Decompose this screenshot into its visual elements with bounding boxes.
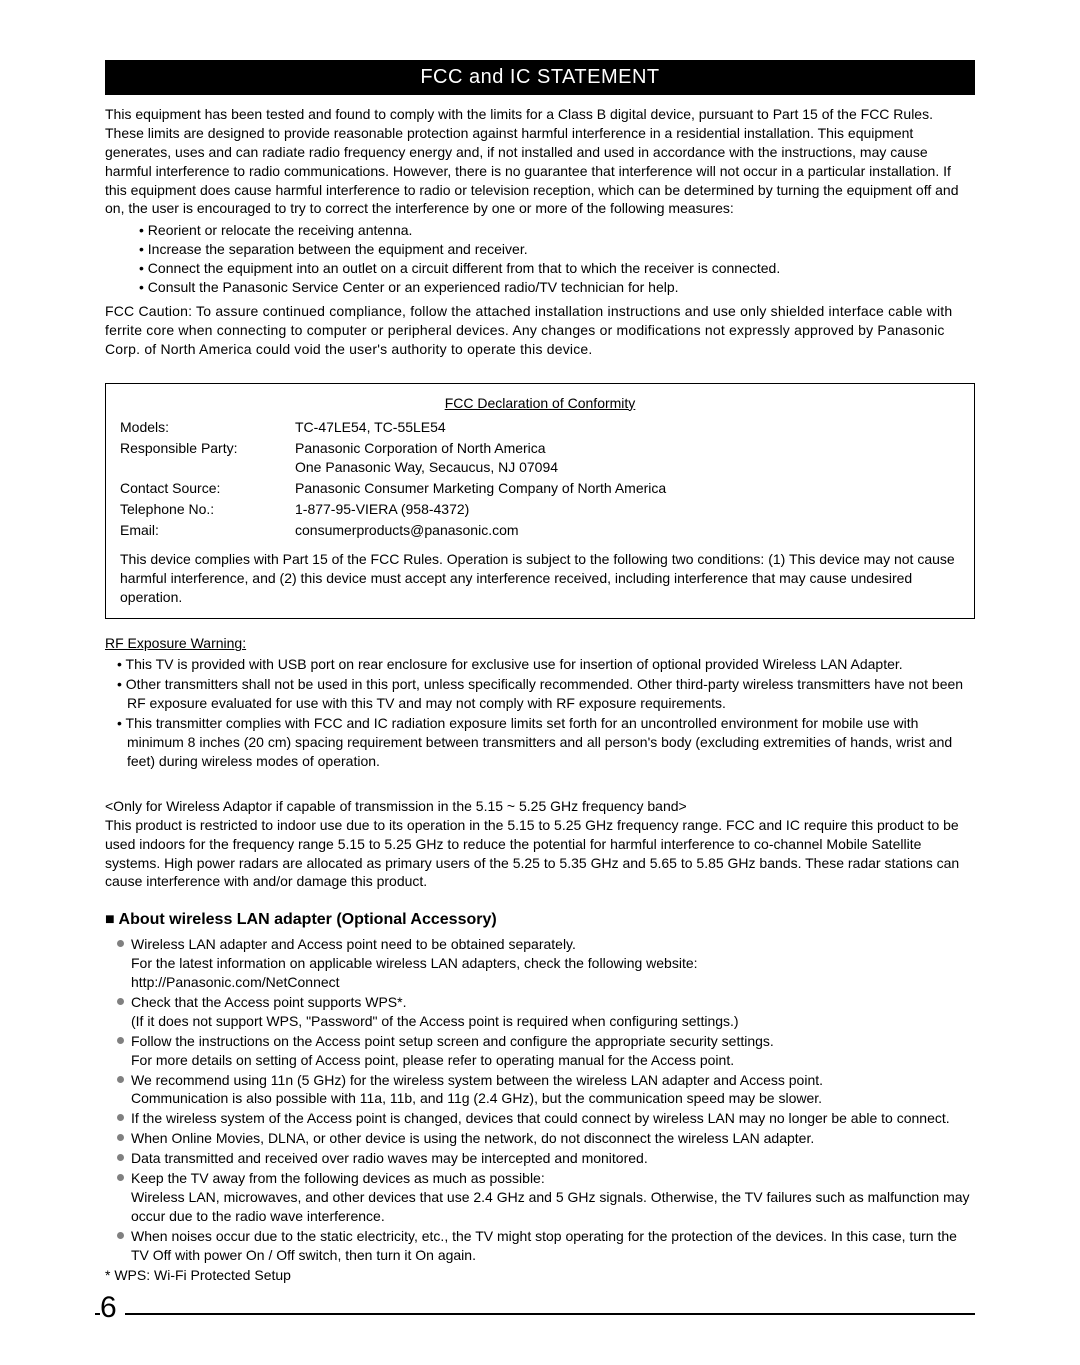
about-item: When noises occur due to the static elec… [117,1227,975,1265]
measure-item: Increase the separation between the equi… [139,240,975,259]
measure-item: Consult the Panasonic Service Center or … [139,278,975,297]
about-item: Check that the Access point supports WPS… [117,993,975,1031]
decl-row-email: Email: consumerproducts@panasonic.com [120,521,960,540]
page-footer-rule [95,1313,975,1315]
intro-paragraph: This equipment has been tested and found… [105,105,975,218]
decl-row-party: Responsible Party: Panasonic Corporation… [120,439,960,477]
decl-label: Contact Source: [120,479,295,498]
measures-list: Reorient or relocate the receiving anten… [139,221,975,297]
rf-item: This transmitter complies with FCC and I… [117,714,975,771]
about-item: When Online Movies, DLNA, or other devic… [117,1129,975,1148]
rf-item: This TV is provided with USB port on rea… [117,655,975,674]
about-heading: ■ About wireless LAN adapter (Optional A… [105,911,975,929]
declaration-note: This device complies with Part 15 of the… [120,550,960,607]
about-item: If the wireless system of the Access poi… [117,1109,975,1128]
decl-label: Responsible Party: [120,439,295,477]
decl-row-contact: Contact Source: Panasonic Consumer Marke… [120,479,960,498]
about-item: Data transmitted and received over radio… [117,1149,975,1168]
about-item: Follow the instructions on the Access po… [117,1032,975,1070]
about-heading-text: About wireless LAN adapter (Optional Acc… [119,911,497,928]
decl-row-models: Models: TC-47LE54, TC-55LE54 [120,418,960,437]
decl-value: Panasonic Corporation of North America O… [295,439,960,477]
section-title: FCC and IC STATEMENT [105,60,975,95]
decl-value: Panasonic Consumer Marketing Company of … [295,479,960,498]
declaration-title: FCC Declaration of Conformity [120,394,960,413]
decl-value: 1-877-95-VIERA (958-4372) [295,500,960,519]
decl-value: TC-47LE54, TC-55LE54 [295,418,960,437]
about-list: Wireless LAN adapter and Access point ne… [117,935,975,1264]
wps-footnote: * WPS: Wi-Fi Protected Setup [105,1266,975,1285]
about-item: Keep the TV away from the following devi… [117,1169,975,1226]
measure-item: Connect the equipment into an outlet on … [139,259,975,278]
rf-item: Other transmitters shall not be used in … [117,675,975,713]
rf-list: This TV is provided with USB port on rea… [117,655,975,770]
page-content: FCC and IC STATEMENT This equipment has … [0,0,1080,1325]
declaration-box: FCC Declaration of Conformity Models: TC… [105,383,975,620]
decl-label: Telephone No.: [120,500,295,519]
page-number: 6 [100,1291,125,1325]
fcc-caution: FCC Caution: To assure continued complia… [105,302,975,359]
decl-label: Models: [120,418,295,437]
decl-row-phone: Telephone No.: 1-877-95-VIERA (958-4372) [120,500,960,519]
measure-item: Reorient or relocate the receiving anten… [139,221,975,240]
decl-value: consumerproducts@panasonic.com [295,521,960,540]
rf-heading: RF Exposure Warning: [105,635,975,651]
decl-label: Email: [120,521,295,540]
about-item: We recommend using 11n (5 GHz) for the w… [117,1071,975,1109]
about-item: Wireless LAN adapter and Access point ne… [117,935,975,992]
wireless-adaptor-note: <Only for Wireless Adaptor if capable of… [105,797,975,891]
